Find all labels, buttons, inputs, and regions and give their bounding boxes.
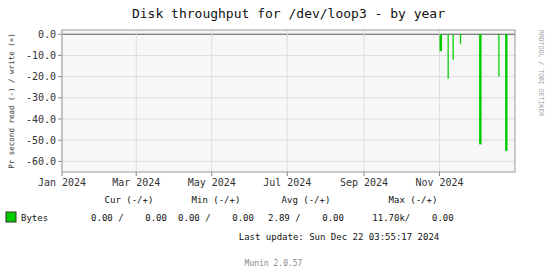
y-tick-label: -10.0: [26, 50, 56, 61]
bars: [440, 34, 508, 151]
y-tick: [58, 161, 62, 162]
x-tick: [136, 172, 137, 176]
y-grid-line: [62, 97, 515, 98]
x-grid-line: [364, 30, 365, 172]
stats-value: 11.70k/ 0.00: [372, 213, 453, 223]
plot-area: [62, 30, 515, 172]
bar: [505, 34, 507, 151]
munin-label: Munin 2.0.57: [245, 259, 303, 268]
y-grid-line: [62, 140, 515, 141]
right-label: RRDTOOL / TOBI OETIKER: [537, 30, 545, 116]
y-grid-line: [62, 34, 515, 35]
y-grid-line: [62, 161, 515, 162]
x-tick: [439, 172, 440, 176]
y-tick: [58, 34, 62, 35]
y-grid-line: [62, 119, 515, 120]
y-tick: [58, 55, 62, 56]
y-grid-line: [62, 76, 515, 77]
x-tick-label: Nov 2024: [415, 177, 463, 188]
y-tick-label: 0.0: [38, 29, 56, 40]
x-grid-line: [287, 30, 288, 172]
x-tick-label: Sep 2024: [340, 177, 388, 188]
x-tick-label: May 2024: [188, 177, 236, 188]
legend-swatch: [6, 212, 16, 222]
y-tick-label: -20.0: [26, 71, 56, 82]
x-tick: [287, 172, 288, 176]
last-update: Last update: Sun Dec 22 03:55:17 2024: [239, 232, 439, 242]
bar: [460, 34, 461, 44]
y-tick: [58, 140, 62, 141]
y-tick-label: -40.0: [26, 114, 56, 125]
stats-value: 0.00 / 0.00: [91, 213, 167, 223]
y-grid-line: [62, 55, 515, 56]
x-tick-label: Jul 2024: [263, 177, 311, 188]
bar: [479, 34, 481, 144]
x-grid-line: [439, 30, 440, 172]
stats-value: 2.89 / 0.00: [268, 213, 344, 223]
x-grid-line: [136, 30, 137, 172]
y-tick: [58, 97, 62, 98]
bar: [452, 34, 453, 59]
bar: [448, 34, 449, 79]
stats-header: Cur (-/+): [105, 195, 154, 205]
bar: [440, 34, 442, 51]
stats-header: Max (-/+): [389, 195, 438, 205]
x-tick: [364, 172, 365, 176]
x-tick-label: Jan 2024: [38, 177, 86, 188]
title: Disk throughput for /dev/loop3 - by year: [132, 6, 445, 21]
y-tick-label: -30.0: [26, 92, 56, 103]
x-tick: [211, 172, 212, 176]
stats-value: 0.00 / 0.00: [178, 213, 254, 223]
chart: 0.0 -10.0 -20.0 -30.0 -40.0 -50.0 -60.0 Jan 202…: [0, 0, 547, 275]
x-tick-label: Mar 2024: [112, 177, 160, 188]
y-tick-label: -50.0: [26, 135, 56, 146]
y-tick: [58, 76, 62, 77]
y-tick: [58, 119, 62, 120]
y-axis-label: Pr second read (-) / write (+): [7, 33, 16, 168]
y-tick-label: -60.0: [26, 156, 56, 167]
stats-header: Min (-/+): [192, 195, 241, 205]
plot-frame: [62, 30, 515, 172]
x-grid-line: [211, 30, 212, 172]
x-tick: [62, 172, 63, 176]
stats-header: Avg (-/+): [282, 195, 331, 205]
legend-label: Bytes: [21, 213, 48, 223]
bar: [498, 34, 499, 76]
